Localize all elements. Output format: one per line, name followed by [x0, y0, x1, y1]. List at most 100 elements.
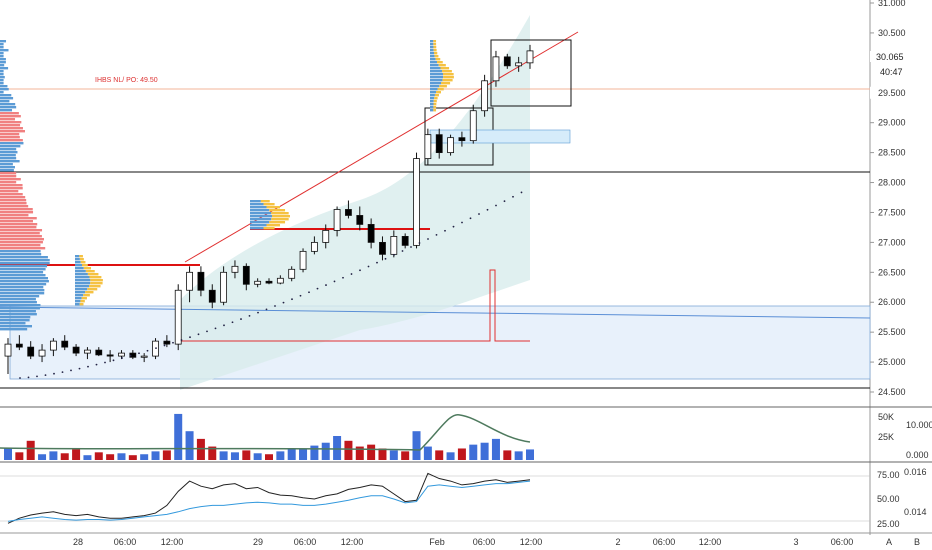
profile-bar [0, 46, 4, 48]
time-tick-label: 2 [615, 537, 620, 547]
price-tick-label: 27.000 [878, 237, 906, 247]
profile-bar [75, 267, 84, 269]
candle-body [436, 135, 442, 153]
profile-bar [0, 229, 42, 231]
profile-bar [430, 67, 440, 69]
profile-bar [0, 157, 16, 159]
sar-dot [504, 200, 506, 202]
profile-bar [272, 215, 290, 217]
profile-bar [0, 316, 30, 318]
volume-bar [254, 453, 262, 460]
candle-body [311, 242, 317, 251]
profile-bar [0, 268, 46, 270]
annotation-label: IHBS NL/ PO: 49.50 [95, 77, 158, 84]
profile-bar [430, 91, 436, 93]
profile-bar [250, 227, 264, 229]
candle-body [493, 57, 499, 81]
profile-bar [0, 265, 47, 267]
sar-dot [206, 330, 208, 332]
profile-bar [0, 262, 50, 264]
profile-bar [75, 288, 87, 290]
profile-bar [271, 218, 288, 220]
volume-bar [413, 431, 421, 460]
profile-bar [85, 291, 93, 293]
current-price-label: 30.065 [876, 52, 904, 62]
profile-bar [0, 172, 16, 174]
profile-bar [267, 206, 281, 208]
candle-body [164, 341, 170, 344]
profile-bar [0, 82, 4, 84]
sar-dot [478, 213, 480, 215]
profile-bar [0, 283, 46, 285]
profile-bar [0, 253, 41, 255]
profile-bar [0, 232, 40, 234]
profile-bar [0, 280, 49, 282]
time-tick-label: 12:00 [699, 537, 722, 547]
volume-bar [526, 449, 534, 460]
profile-bar [0, 85, 7, 87]
candle-body [368, 224, 374, 242]
profile-bar [80, 258, 84, 260]
log-scale-button[interactable]: B [914, 537, 920, 547]
volume-bar [197, 439, 205, 460]
candle-body [84, 350, 90, 353]
volume-bar [38, 454, 46, 460]
profile-bar [442, 79, 452, 81]
sar-dot [470, 217, 472, 219]
sar-dot [147, 350, 149, 352]
auto-scale-button[interactable]: A [886, 537, 892, 547]
sar-dot [436, 234, 438, 236]
sar-dot [444, 230, 446, 232]
profile-bar [435, 55, 439, 57]
candle-body [5, 344, 11, 356]
profile-bar [0, 61, 6, 63]
profile-bar [0, 202, 27, 204]
sar-dot [45, 374, 47, 376]
profile-bar [0, 121, 21, 123]
candle-body [414, 159, 420, 246]
profile-bar [250, 209, 269, 211]
volume-right-tick-0: 0.000 [906, 450, 929, 460]
sar-dot [325, 284, 327, 286]
price-tick-label: 28.500 [878, 148, 906, 158]
sar-dot [215, 327, 217, 329]
profile-bar [250, 218, 271, 220]
sar-dot [495, 205, 497, 207]
volume-bar [447, 452, 455, 460]
profile-bar [433, 46, 436, 48]
profile-bar [430, 82, 441, 84]
profile-bar [0, 145, 20, 147]
price-tick-label: 31.000 [878, 0, 906, 8]
profile-bar [79, 255, 83, 257]
candle-body [448, 138, 454, 153]
profile-bar [430, 88, 438, 90]
volume-bar [186, 431, 194, 460]
profile-bar [0, 214, 28, 216]
profile-bar [0, 127, 23, 129]
sar-dot [70, 370, 72, 372]
profile-bar [0, 319, 30, 321]
profile-bar [430, 85, 439, 87]
osc-tick-50: 50.00 [877, 494, 900, 504]
sar-dot [487, 209, 489, 211]
candle-body [243, 266, 249, 284]
profile-bar [88, 273, 99, 275]
volume-bar [220, 451, 228, 460]
sar-dot [138, 352, 140, 354]
time-tick-label: 29 [253, 537, 263, 547]
profile-bar [269, 221, 285, 223]
profile-bar [0, 91, 4, 93]
profile-bar [430, 58, 436, 60]
price-tick-label: 29.000 [878, 118, 906, 128]
sar-dot [351, 273, 353, 275]
profile-bar [250, 215, 272, 217]
volume-tick-25k: 25K [878, 432, 894, 442]
profile-bar [436, 58, 441, 60]
sar-dot [308, 291, 310, 293]
sar-dot [36, 375, 38, 377]
candle-body [50, 341, 56, 350]
sar-dot [249, 315, 251, 317]
volume-bar [322, 443, 330, 460]
